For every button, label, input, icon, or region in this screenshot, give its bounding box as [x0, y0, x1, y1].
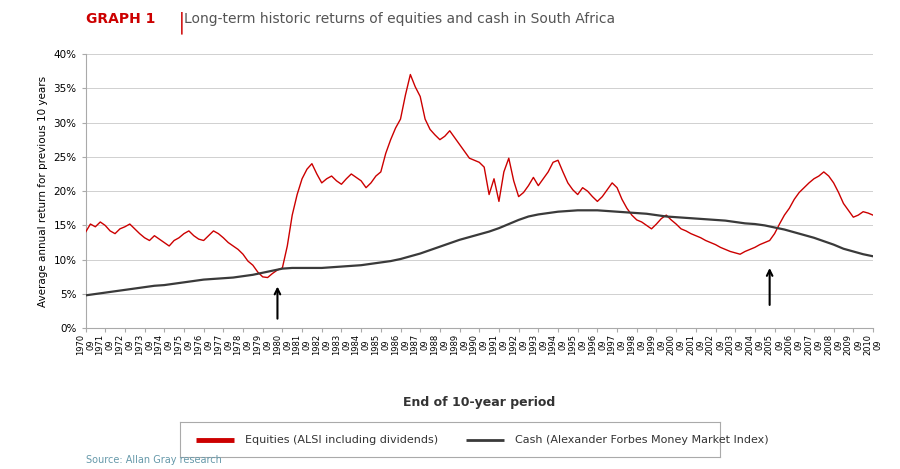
Y-axis label: Average annual return for previous 10 years: Average annual return for previous 10 ye… [38, 76, 48, 307]
Text: Equities (ALSI including dividends): Equities (ALSI including dividends) [245, 435, 438, 445]
Text: │: │ [176, 12, 187, 34]
Text: Long-term historic returns of equities and cash in South Africa: Long-term historic returns of equities a… [184, 12, 616, 26]
Text: GRAPH 1: GRAPH 1 [86, 12, 155, 26]
Text: Source: Allan Gray research: Source: Allan Gray research [86, 455, 221, 465]
Text: Cash (Alexander Forbes Money Market Index): Cash (Alexander Forbes Money Market Inde… [515, 435, 769, 445]
Text: End of 10-year period: End of 10-year period [403, 396, 555, 409]
